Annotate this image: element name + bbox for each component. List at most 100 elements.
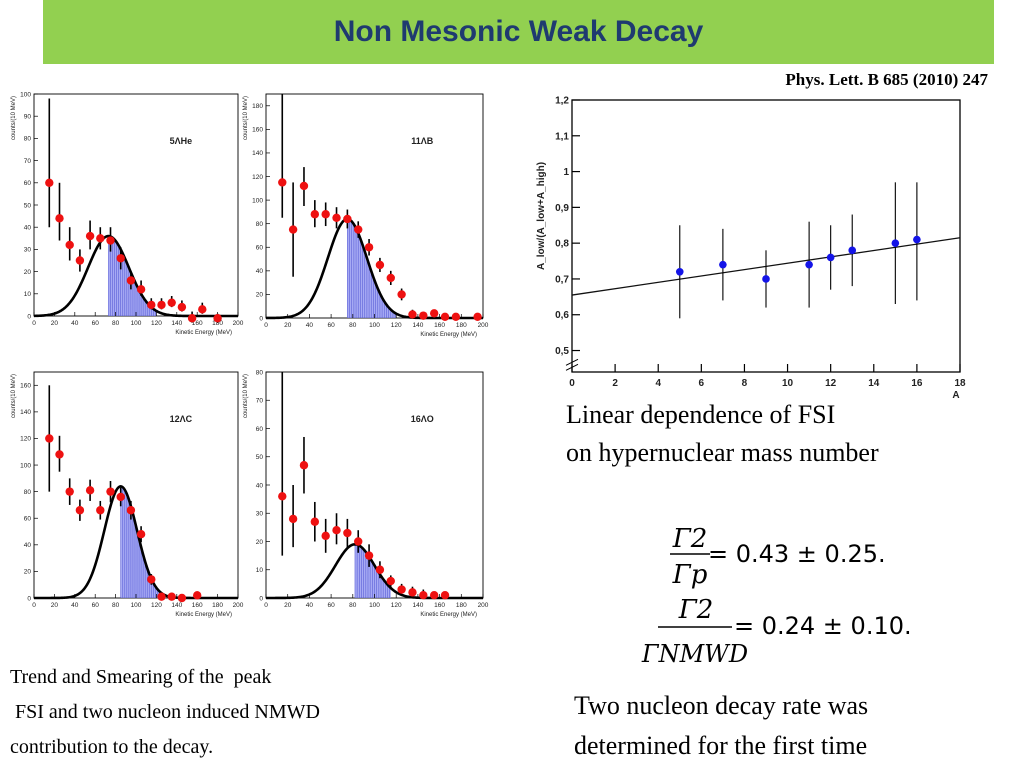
data-point bbox=[364, 243, 374, 252]
y-tick-label: 90 bbox=[24, 113, 32, 120]
data-point bbox=[136, 529, 146, 539]
y-tick-label: 0,6 bbox=[555, 310, 569, 321]
x-tick-label: 120 bbox=[151, 602, 162, 609]
y-tick-label: 160 bbox=[252, 127, 263, 134]
chart-o16: 0 20 40 60 80 100 120 140 160 180 200 0 10 20 30 40 50 60… bbox=[243, 369, 489, 618]
y-axis-label: counts/(10 MeV) bbox=[11, 374, 17, 418]
x-tick-label: 180 bbox=[212, 602, 223, 609]
data-point bbox=[299, 181, 309, 191]
x-tick-label: 40 bbox=[71, 602, 79, 609]
x-tick-label: 40 bbox=[306, 602, 314, 609]
data-point bbox=[343, 528, 352, 538]
data-point bbox=[719, 260, 727, 269]
data-point bbox=[187, 314, 197, 323]
y-axis-label: counts/(10 MeV) bbox=[11, 96, 17, 140]
x-tick-label: 160 bbox=[434, 602, 445, 609]
x-tick-label: 120 bbox=[391, 602, 402, 609]
x-tick-label: 80 bbox=[112, 320, 120, 327]
y-tick-label: 160 bbox=[20, 383, 31, 390]
y-tick-label: 10 bbox=[24, 291, 32, 298]
eq1-denominator: Γp bbox=[672, 560, 708, 590]
right-caption-line1: Two nucleon decay rate was bbox=[574, 691, 869, 720]
data-point bbox=[397, 290, 406, 299]
y-axis-label: A_low/(A_low+A_high) bbox=[536, 162, 547, 270]
x-tick-label: 140 bbox=[412, 602, 423, 609]
x-tick-label: 160 bbox=[192, 320, 203, 327]
data-point bbox=[126, 506, 136, 515]
data-point bbox=[55, 450, 64, 459]
y-axis-label: counts/(10 MeV) bbox=[243, 374, 249, 418]
eq2-denominator: ΓNMWD bbox=[641, 640, 748, 668]
y-tick-label: 0 bbox=[259, 315, 263, 322]
chart-he5: 0 20 40 60 80 100 120 140 160 180 200 0 10 20 30 40 50 60… bbox=[11, 91, 244, 336]
data-point bbox=[386, 273, 395, 283]
x-tick-label: 60 bbox=[92, 602, 100, 609]
chart-b11: 0 20 40 60 80 100 120 140 160 180 200 0 20 40 60 80 100 1… bbox=[243, 93, 489, 338]
x-tick-label: 200 bbox=[478, 322, 489, 329]
left-caption-line1: Trend and Smearing of the peak bbox=[10, 666, 272, 688]
data-point bbox=[167, 298, 176, 307]
x-tick-label: 2 bbox=[612, 378, 618, 389]
data-point bbox=[473, 312, 482, 322]
x-axis-label: Kinetic Energy (MeV) bbox=[175, 612, 232, 618]
data-point bbox=[299, 461, 309, 470]
x-tick-label: 200 bbox=[233, 320, 244, 327]
x-axis-label: Kinetic Energy (MeV) bbox=[420, 332, 477, 338]
x-tick-label: 80 bbox=[112, 602, 120, 609]
data-point bbox=[332, 526, 341, 535]
x-axis-label: A bbox=[952, 390, 959, 401]
data-point bbox=[397, 585, 406, 594]
y-tick-label: 100 bbox=[252, 197, 263, 204]
x-tick-label: 6 bbox=[699, 378, 705, 389]
x-tick-label: 160 bbox=[192, 602, 203, 609]
y-tick-label: 1,2 bbox=[555, 96, 569, 107]
eq1-rhs: = 0.43 ± 0.25. bbox=[708, 540, 886, 568]
left-caption: Trend and Smearing of the peak FSI and t… bbox=[10, 660, 320, 765]
decay-rate-equations: Γ2 Γp = 0.43 ± 0.25. Γ2 ΓNMWD = 0.24 ± 0… bbox=[641, 524, 912, 668]
y-tick-label: 50 bbox=[256, 454, 264, 461]
data-point bbox=[451, 312, 461, 322]
data-point bbox=[198, 305, 207, 314]
data-point bbox=[278, 492, 287, 501]
data-point bbox=[75, 256, 85, 265]
nucleus-label: 11ΛB bbox=[411, 136, 434, 146]
data-point bbox=[147, 575, 156, 584]
plot-frame bbox=[571, 99, 961, 373]
x-tick-label: 140 bbox=[171, 320, 182, 327]
shaded-region bbox=[347, 218, 397, 318]
y-tick-label: 80 bbox=[24, 489, 32, 496]
data-point bbox=[375, 565, 385, 574]
data-point bbox=[321, 531, 330, 541]
x-tick-label: 100 bbox=[369, 602, 380, 609]
data-point bbox=[65, 240, 74, 250]
data-point bbox=[85, 231, 95, 241]
x-tick-label: 100 bbox=[131, 602, 142, 609]
nucleus-label: 12ΛC bbox=[170, 414, 193, 424]
y-tick-label: 1 bbox=[563, 167, 569, 178]
data-point bbox=[288, 514, 298, 524]
y-tick-label: 0,5 bbox=[555, 346, 569, 357]
data-point bbox=[106, 487, 115, 496]
x-axis-label: Kinetic Energy (MeV) bbox=[175, 330, 232, 336]
chart-c12: 0 20 40 60 80 100 120 140 160 180 200 0 20 40 60 80 100 1… bbox=[11, 371, 244, 618]
x-tick-label: 16 bbox=[911, 378, 923, 389]
left-caption-line3: contribution to the decay. bbox=[10, 736, 214, 758]
y-tick-label: 60 bbox=[256, 245, 264, 252]
data-point bbox=[45, 434, 54, 443]
y-tick-label: 70 bbox=[24, 158, 32, 165]
x-tick-label: 160 bbox=[434, 322, 445, 329]
y-tick-label: 20 bbox=[24, 569, 32, 576]
nucleus-label: 5ΛHe bbox=[170, 136, 193, 146]
x-tick-label: 60 bbox=[92, 320, 100, 327]
y-tick-label: 0,8 bbox=[555, 239, 569, 250]
y-tick-label: 100 bbox=[20, 91, 31, 98]
x-axis-label: Kinetic Energy (MeV) bbox=[420, 612, 477, 618]
y-tick-label: 30 bbox=[256, 511, 264, 518]
data-point bbox=[157, 300, 166, 310]
y-tick-label: 180 bbox=[252, 103, 263, 110]
data-point bbox=[177, 302, 187, 312]
data-point bbox=[848, 246, 857, 255]
x-tick-label: 0 bbox=[264, 602, 268, 609]
data-point bbox=[419, 590, 428, 600]
y-tick-label: 60 bbox=[24, 516, 32, 523]
